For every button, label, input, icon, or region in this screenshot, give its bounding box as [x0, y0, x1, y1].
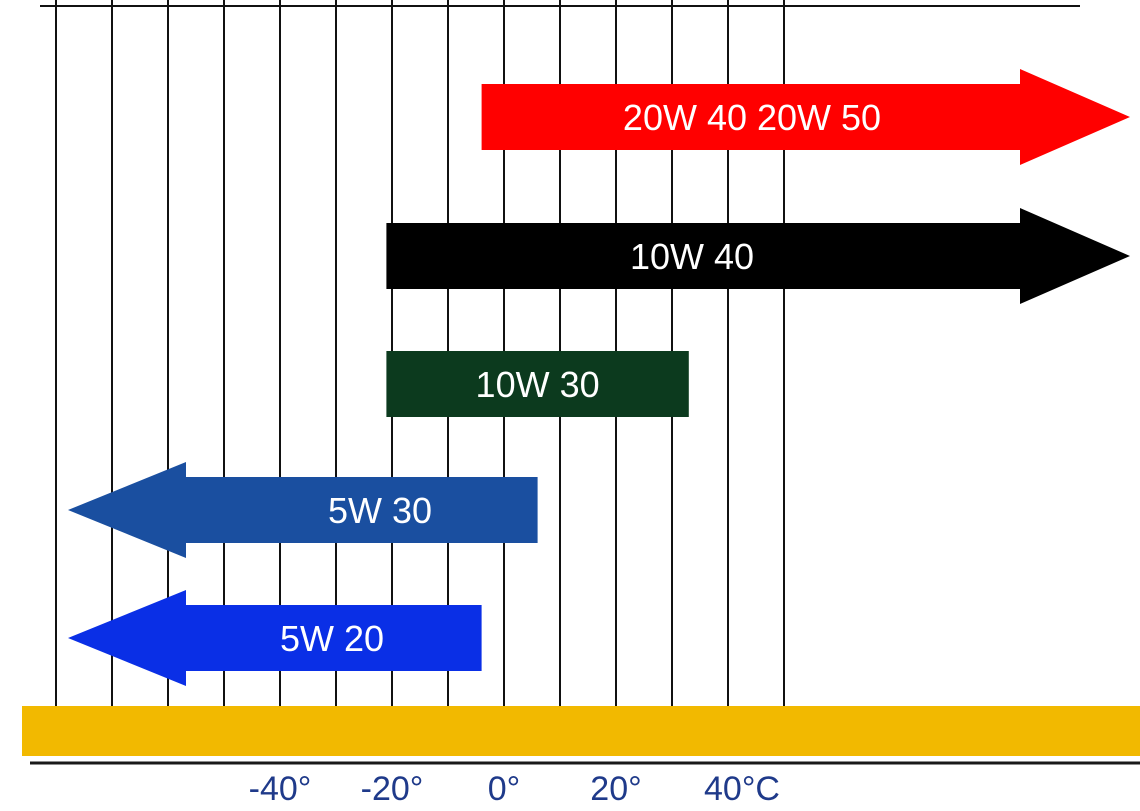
viscosity-bars: 20W 40 20W 50 10W 40 10W 30 5W 30 5W 20 [68, 69, 1131, 686]
tick-label: 40°C [704, 770, 780, 808]
bar-label: 5W 20 [280, 618, 384, 659]
bar-5w-30 [68, 462, 538, 558]
bar-10w-30 [386, 351, 689, 417]
tick-label: 20° [590, 770, 641, 808]
bar-label: 10W 40 [630, 236, 754, 277]
bar-20w-40-20w-50 [481, 69, 1131, 165]
bar-5w-20 [68, 590, 482, 686]
temperature-axis-band [22, 706, 1140, 756]
tick-label: -40° [249, 770, 312, 808]
tick-label: -20° [361, 770, 424, 808]
tick-labels: -40° -20° 0° 20° 40°C [249, 770, 780, 808]
bar-10w-40 [386, 208, 1130, 304]
bar-label: 10W 30 [476, 364, 600, 405]
tick-label: 0° [488, 770, 521, 808]
bar-label: 5W 30 [328, 490, 432, 531]
bar-label: 20W 40 20W 50 [623, 97, 881, 138]
